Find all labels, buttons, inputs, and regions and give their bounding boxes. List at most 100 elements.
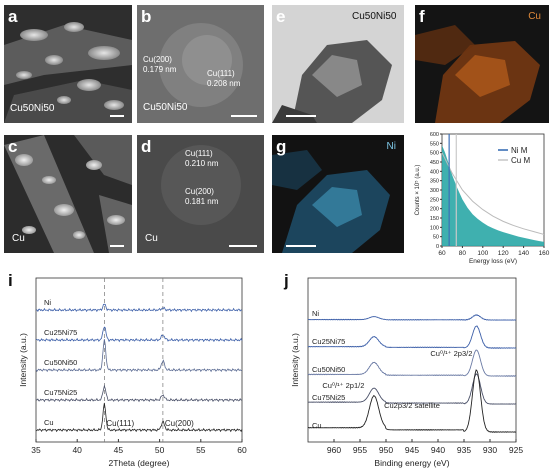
- panel-b-annotation-200-value: 0.179 nm: [143, 65, 177, 74]
- panel-a-sem-image: a Cu50Ni50: [4, 5, 132, 123]
- eels-xtick-label: 100: [477, 250, 488, 257]
- eels-xlabel: Energy loss (eV): [469, 258, 517, 265]
- panel-e-composition: Cu50Ni50: [352, 11, 397, 22]
- panel-b-label: b: [141, 7, 152, 26]
- eels-xtick-label: 80: [459, 250, 467, 257]
- eels-ytick-label: 200: [430, 207, 439, 213]
- xrd-series-line: [35, 303, 243, 313]
- panel-a-label: a: [8, 7, 18, 26]
- xps-annotation: Cu2p3/2 satellite: [384, 401, 440, 410]
- xps-xtick-label: 925: [509, 445, 523, 455]
- xrd-xtick-label: 40: [72, 445, 82, 455]
- eels-ytick-label: 250: [430, 197, 439, 203]
- scale-bar-a: [110, 115, 124, 117]
- eels-ytick-label: 450: [430, 160, 439, 166]
- panel-d-annotation-200: Cu(200): [185, 187, 214, 196]
- panel-b-hrtem-image: b Cu(200) 0.179 nm Cu(111) 0.208 nm Cu50…: [137, 5, 264, 123]
- panel-f-eds-cu-map: f Cu: [415, 5, 549, 123]
- eels-ylabel: Counts × 10⁵ (a.u.): [414, 165, 421, 216]
- eels-background-line: [441, 152, 545, 235]
- xrd-series-line: [35, 339, 243, 373]
- panel-d-hrtem-image: d Cu(111) 0.210 nm Cu(200) 0.181 nm Cu: [137, 135, 264, 253]
- panel-i-label: i: [8, 271, 13, 290]
- xps-series-label: Cu: [312, 421, 322, 430]
- eels-xtick-label: 160: [539, 250, 550, 257]
- eels-ytick-label: 0: [436, 244, 439, 250]
- panel-b-composition: Cu50Ni50: [143, 102, 188, 113]
- xps-xtick-label: 945: [405, 445, 419, 455]
- xps-xtick-label: 955: [353, 445, 367, 455]
- panel-d-annotation-111: Cu(111): [185, 149, 213, 158]
- xrd-series-label: Cu75Ni25: [44, 388, 77, 397]
- panel-j-label: j: [283, 271, 289, 290]
- panel-g-eds-ni-map: g Ni: [272, 135, 404, 253]
- xps-series-line: [307, 369, 517, 433]
- eels-ytick-label: 500: [430, 151, 439, 157]
- xps-xtick-label: 940: [431, 445, 445, 455]
- xrd-series-line: [35, 326, 243, 343]
- xps-annotation: Cu⁰/¹⁺ 2p1/2: [322, 381, 364, 390]
- xps-series-line: [307, 325, 517, 349]
- hrtem-texture-d: [137, 135, 264, 253]
- eels-ytick-label: 50: [433, 235, 439, 241]
- eels-xtick-label: 120: [498, 250, 509, 257]
- xps-series-line: [307, 314, 517, 321]
- eels-chart: h 60801001201401600501001502002503003504…: [414, 132, 550, 265]
- scale-bar-d: [229, 245, 257, 247]
- panel-b-annotation-200: Cu(200): [143, 55, 172, 64]
- eels-legend-label: Cu M: [511, 156, 530, 165]
- xrd-series-label: Cu25Ni75: [44, 328, 77, 337]
- xrd-frame: [35, 277, 243, 443]
- xps-series-label: Cu50Ni50: [312, 365, 345, 374]
- xps-ylabel: Intensity (a.u.): [290, 333, 300, 387]
- eds-cu-texture: [415, 5, 549, 123]
- panel-c-label: c: [8, 137, 18, 156]
- eels-xtick-label: 140: [518, 250, 529, 257]
- xrd-xtick-label: 55: [196, 445, 206, 455]
- panel-f-element: Cu: [528, 11, 541, 22]
- xps-xtick-label: 960: [327, 445, 341, 455]
- xrd-series-line: [35, 402, 243, 433]
- xps-series-label: Ni: [312, 309, 319, 318]
- eels-plot-area: 60 80 100 120 140 160 0 50 100 150 200 250 300 350 400…: [414, 132, 550, 265]
- eels-ytick-label: 550: [430, 141, 439, 147]
- xrd-series-label: Cu50Ni50: [44, 358, 77, 367]
- panel-g-element: Ni: [386, 141, 396, 152]
- xps-xlabel: Binding energy (eV): [374, 458, 449, 468]
- panel-e-label: e: [276, 7, 286, 26]
- panel-d-annotation-200-value: 0.181 nm: [185, 197, 219, 206]
- xrd-xtick-label: 50: [155, 445, 165, 455]
- xrd-xtick-label: 45: [114, 445, 124, 455]
- eels-legend-label: Ni M: [511, 146, 528, 155]
- xps-series-line: [307, 349, 517, 377]
- xps-series-label: Cu75Ni25: [312, 393, 345, 402]
- scale-bar-b: [231, 115, 257, 117]
- hrtem-texture-b: [137, 5, 264, 123]
- scale-bar-e: [286, 115, 316, 117]
- xrd-series-line: [35, 384, 243, 403]
- eels-ytick-label: 400: [430, 169, 439, 175]
- xrd-xtick-label: 35: [31, 445, 41, 455]
- xps-series-label: Cu25Ni75: [312, 337, 345, 346]
- eels-xtick-label: 60: [438, 250, 446, 257]
- panel-b-annotation-111-value: 0.208 nm: [207, 79, 241, 88]
- eds-ni-texture: [272, 135, 404, 253]
- sem-texture-c: [4, 135, 132, 253]
- xrd-series-label: Cu: [44, 418, 54, 427]
- panel-f-label: f: [419, 7, 425, 26]
- panel-c-text: Cu: [12, 233, 25, 244]
- eels-ytick-label: 300: [430, 188, 439, 194]
- xrd-peak-label: Cu(111): [106, 419, 134, 428]
- xps-xtick-label: 935: [457, 445, 471, 455]
- xrd-chart: i Ni Cu25Ni75 Cu50Ni50 Cu75Ni25 Cu Cu(111) Cu(…: [8, 271, 247, 468]
- xrd-xlabel: 2Theta (degree): [109, 458, 170, 468]
- xps-frame: [307, 277, 517, 443]
- xrd-xtick-label: 60: [237, 445, 247, 455]
- xrd-peak-label: Cu(200): [165, 419, 194, 428]
- xrd-plot-area: Ni Cu25Ni75 Cu50Ni50 Cu75Ni25 Cu Cu(111) Cu(20…: [18, 277, 247, 468]
- panel-g-label: g: [276, 137, 287, 156]
- eels-ytick-label: 600: [430, 132, 439, 138]
- eels-area: [442, 145, 544, 246]
- xrd-ylabel: Intensity (a.u.): [18, 333, 28, 387]
- eels-ytick-label: 100: [430, 225, 439, 231]
